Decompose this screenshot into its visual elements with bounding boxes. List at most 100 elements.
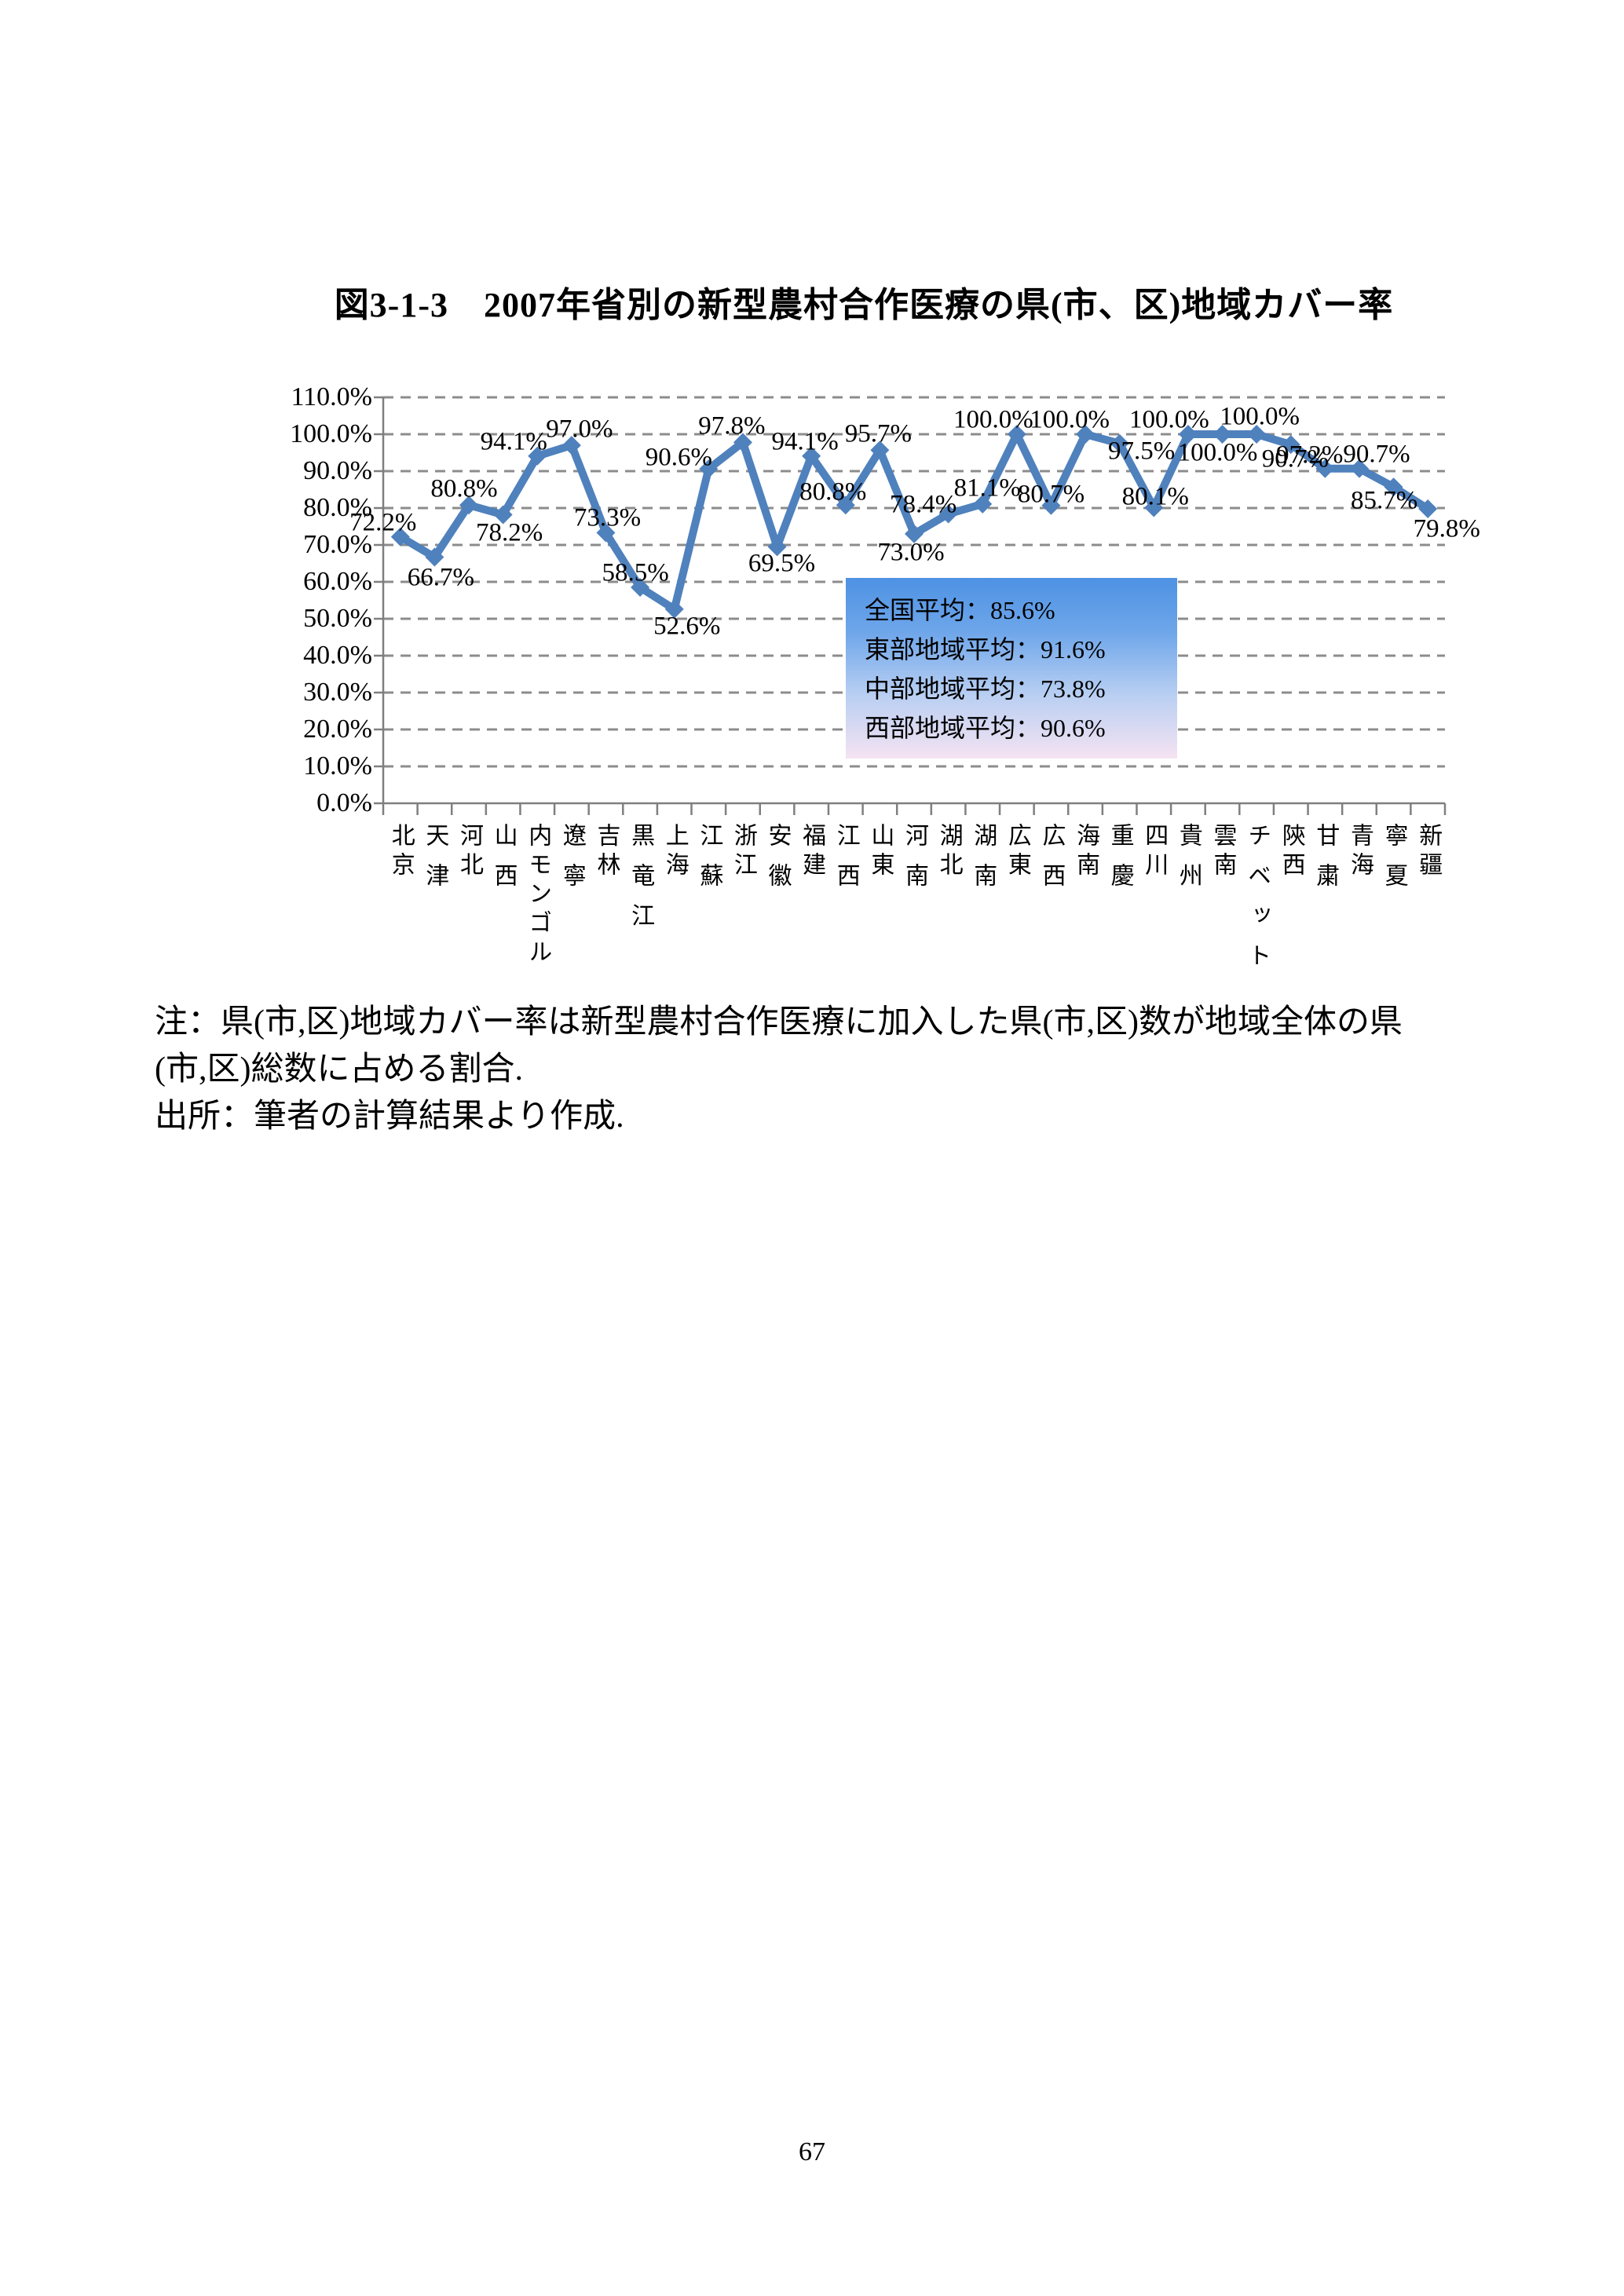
x-axis-label: 貴州 <box>1175 823 1202 903</box>
chart-marker <box>664 599 684 619</box>
x-axis-label: 北京 <box>387 823 414 881</box>
page-number: 67 <box>799 2137 825 2166</box>
data-label: 100.0% <box>1177 438 1258 467</box>
x-axis-label: 安徽 <box>764 823 791 903</box>
chart-marker <box>631 578 650 598</box>
chart-marker <box>1247 425 1267 444</box>
y-axis-label: 50.0% <box>303 604 372 633</box>
x-axis-label: 青海 <box>1346 823 1373 881</box>
chart-marker <box>1281 435 1300 455</box>
data-label: 94.1% <box>771 427 839 456</box>
average-item: 東部地域平均：91.6% <box>865 635 1106 664</box>
chart-marker <box>870 441 890 460</box>
data-label: 85.7% <box>1350 486 1418 515</box>
y-axis-label: 110.0% <box>291 382 372 411</box>
x-axis-label: 浙江 <box>730 823 756 881</box>
data-label: 97.8% <box>698 411 766 441</box>
chart-marker <box>528 446 547 466</box>
y-axis-label: 0.0% <box>316 788 372 817</box>
chart-marker <box>1178 425 1198 444</box>
chart-marker <box>699 459 719 479</box>
data-label: 100.0% <box>1220 402 1300 431</box>
y-axis-label: 90.0% <box>303 456 372 485</box>
data-label: 94.1% <box>480 427 547 456</box>
x-axis-label: 雲南 <box>1209 823 1236 881</box>
note-line-1: 注：県(市,区)地域カバー率は新型農村合作医療に加入した県(市,区)数が地域全体… <box>155 1004 1403 1040</box>
data-label: 72.2% <box>349 508 417 537</box>
data-label: 52.6% <box>653 612 721 641</box>
x-axis-label: 四川 <box>1141 823 1168 881</box>
data-label: 90.7% <box>1343 440 1410 469</box>
chart-marker <box>1076 425 1095 444</box>
chart-marker <box>1384 477 1403 497</box>
data-label: 79.8% <box>1413 514 1480 543</box>
data-label: 78.4% <box>889 490 957 519</box>
chart-marker <box>1315 459 1335 478</box>
chart-marker <box>1349 459 1369 478</box>
chart-marker <box>1144 498 1164 517</box>
data-label: 97.0% <box>546 415 613 444</box>
x-axis-label: 福建 <box>799 823 825 881</box>
data-label: 81.1% <box>953 473 1021 503</box>
figure-notes: 注：県(市,区)地域カバー率は新型農村合作医療に加入した県(市,区)数が地域全体… <box>155 999 1490 1140</box>
chart-marker <box>561 436 581 455</box>
x-axis-label: 広西 <box>1038 823 1065 903</box>
x-axis-label: 陝西 <box>1278 823 1304 881</box>
chart-marker <box>390 527 410 547</box>
data-label: 80.8% <box>430 474 498 503</box>
y-axis-label: 40.0% <box>303 641 372 670</box>
y-axis-label: 70.0% <box>303 530 372 559</box>
average-item: 全国平均：85.6% <box>865 596 1055 624</box>
data-label: 66.7% <box>407 563 475 591</box>
chart-marker <box>596 523 616 543</box>
data-label: 73.0% <box>877 538 945 567</box>
data-label: 90.7% <box>1261 444 1329 473</box>
chart-marker <box>905 524 924 543</box>
x-axis-label: 湖南 <box>970 823 997 903</box>
x-axis-label: 遼寧 <box>558 823 585 903</box>
x-axis-label: 広東 <box>1004 823 1030 881</box>
x-axis-label: 甘粛 <box>1312 823 1339 903</box>
chart-marker <box>733 433 752 452</box>
chart-marker <box>973 494 993 514</box>
chart-marker <box>459 495 479 515</box>
y-axis-label: 30.0% <box>303 678 372 707</box>
x-axis-label: 河北 <box>456 823 483 881</box>
chart-marker <box>1213 425 1232 444</box>
y-axis-label: 80.0% <box>303 493 372 522</box>
chart-marker <box>425 547 444 567</box>
x-axis-label: 山東 <box>867 823 894 881</box>
figure-title: 図3-1-3 2007年省別の新型農村合作医療の県(市、区)地域カバー率 <box>334 286 1394 324</box>
data-label: 97.5% <box>1108 437 1176 466</box>
x-axis-label: 江西 <box>832 823 859 903</box>
chart-marker <box>493 505 513 525</box>
data-label: 95.7% <box>844 419 912 448</box>
data-label: 100.0% <box>1129 405 1209 434</box>
chart-marker <box>1041 495 1061 515</box>
data-label: 80.8% <box>799 477 867 506</box>
chart-marker <box>767 537 787 557</box>
x-axis-label: 上海 <box>661 823 688 881</box>
x-axis-label: 天津 <box>422 823 448 903</box>
source-line: 出所：筆者の計算結果より作成. <box>155 1099 624 1135</box>
data-label: 80.7% <box>1017 480 1085 509</box>
data-label: 58.5% <box>602 558 669 587</box>
data-label: 80.1% <box>1121 482 1189 511</box>
data-label: 100.0% <box>1030 405 1110 434</box>
x-axis-label: 黒竜江 <box>627 823 654 943</box>
y-axis-label: 10.0% <box>303 751 372 781</box>
average-item: 中部地域平均：73.8% <box>865 675 1106 703</box>
x-axis-label: 吉林 <box>593 823 620 881</box>
x-axis-label: 寧夏 <box>1381 823 1407 903</box>
data-label: 69.5% <box>748 549 816 578</box>
average-item: 西部地域平均：90.6% <box>865 714 1106 742</box>
data-label: 100.0% <box>953 405 1033 434</box>
x-axis-label: 新疆 <box>1415 823 1442 881</box>
data-label: 78.2% <box>476 518 543 547</box>
averages-annotation-box: 全国平均：85.6% 東部地域平均：91.6% 中部地域平均：73.8% 西部地域平均… <box>846 578 1177 759</box>
y-axis-label: 60.0% <box>303 567 372 596</box>
data-label: 73.3% <box>573 503 642 532</box>
chart-marker <box>1110 433 1129 453</box>
chart-plot-area <box>374 396 1447 815</box>
